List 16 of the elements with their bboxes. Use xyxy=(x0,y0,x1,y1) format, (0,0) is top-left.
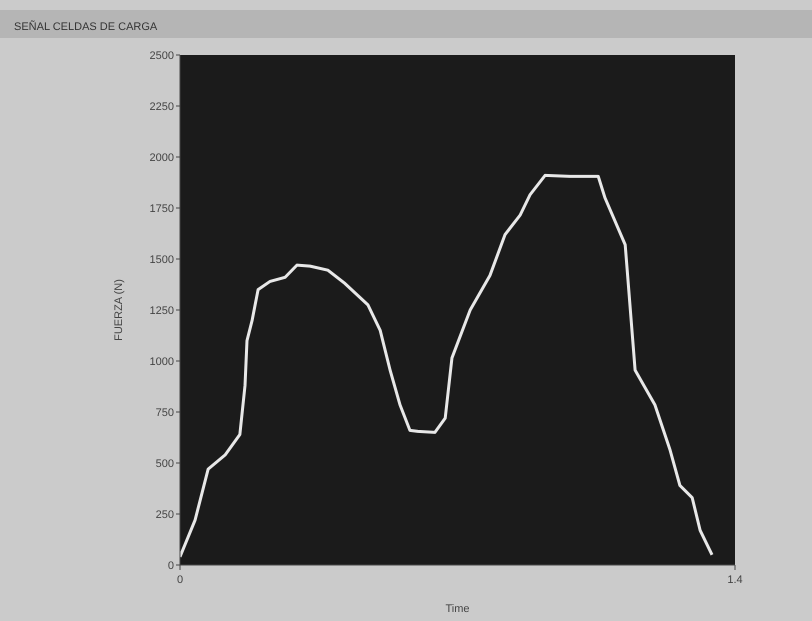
y-tick-label: 2000 xyxy=(150,152,174,164)
x-axis-title: Time xyxy=(445,603,470,615)
y-tick-label: 750 xyxy=(156,406,174,419)
y-tick-label: 0 xyxy=(168,560,174,572)
y-tick-label: 250 xyxy=(156,508,174,521)
y-tick-label: 1500 xyxy=(150,254,174,266)
y-tick-label: 1000 xyxy=(150,356,174,368)
y-tick-label: 1250 xyxy=(150,304,174,317)
y-tick-label: 500 xyxy=(156,458,174,470)
text: SEÑAL CELDAS DE CARGA xyxy=(14,20,158,33)
x-tick-label: 1.4 xyxy=(727,574,743,586)
line-series xyxy=(180,174,714,558)
y-axis-title: FUERZA (N) xyxy=(113,279,125,341)
y-tick-label: 2250 xyxy=(150,100,174,113)
y-tick-label: 2500 xyxy=(150,50,174,62)
y-tick-label: 1750 xyxy=(150,202,174,215)
